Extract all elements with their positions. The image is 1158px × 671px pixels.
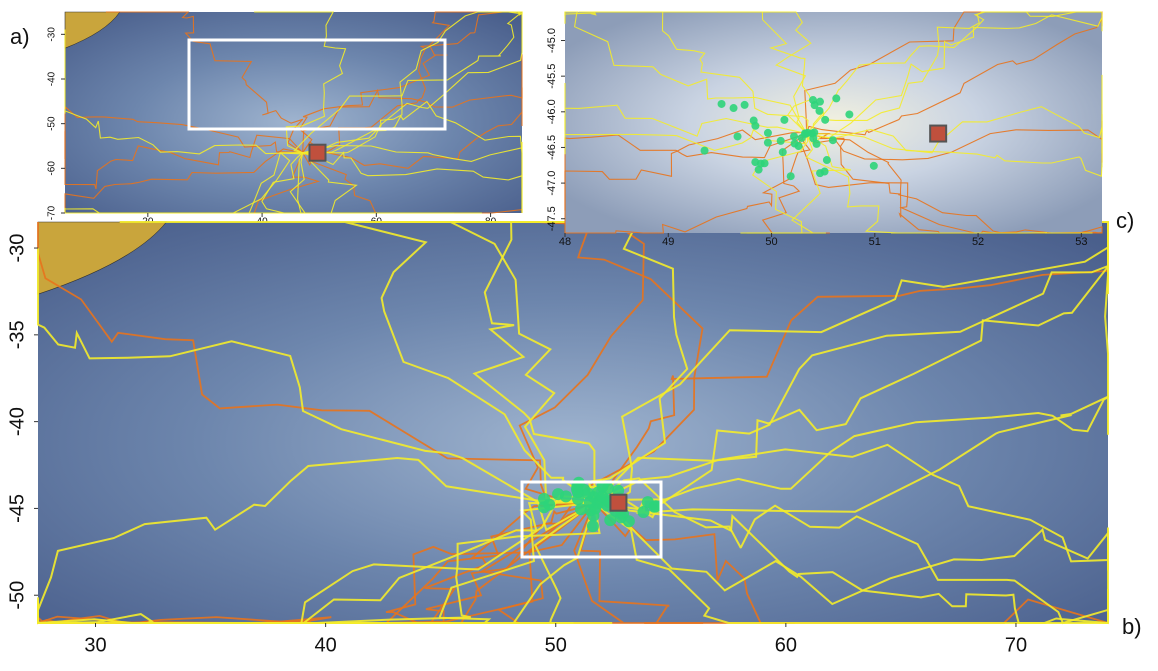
colony-marker [930, 126, 946, 142]
location-fix [790, 133, 798, 141]
location-fix [584, 496, 596, 508]
location-fix [787, 172, 795, 180]
y-tick-label: -50 [47, 116, 58, 131]
y-tick-label: -47.0 [546, 171, 558, 196]
map-background [565, 12, 1102, 233]
location-fix [764, 139, 772, 147]
x-tick-label: 70 [1005, 634, 1027, 656]
x-tick-label: 50 [545, 634, 567, 656]
y-tick-label: -45.5 [546, 64, 558, 89]
location-fix [780, 116, 788, 124]
colony-marker [610, 495, 626, 511]
location-fix [870, 162, 878, 170]
location-fix [552, 488, 564, 500]
location-fix [604, 514, 616, 526]
y-tick-label: -45.0 [546, 28, 558, 53]
x-tick-label: 30 [84, 634, 106, 656]
location-fix [777, 137, 785, 145]
location-fix [829, 136, 837, 144]
location-fix [823, 156, 831, 164]
location-fix [596, 491, 608, 503]
y-tick-label: -35 [6, 320, 28, 349]
location-fix [764, 129, 772, 137]
x-tick-label: 40 [315, 634, 337, 656]
location-fix [572, 493, 584, 505]
location-fix [832, 94, 840, 102]
y-tick-label: -30 [6, 234, 28, 263]
location-fix [821, 168, 829, 176]
location-fix [821, 116, 829, 124]
x-tick-label: 53 [1075, 236, 1087, 248]
y-tick-label: -47.5 [546, 206, 558, 231]
location-fix [755, 166, 763, 174]
colony-marker [309, 145, 325, 161]
location-fix [718, 100, 726, 108]
panel-label: b) [1122, 614, 1142, 639]
panel-label: c) [1116, 208, 1134, 233]
x-tick-label: 51 [869, 236, 881, 248]
y-tick-label: -40 [6, 407, 28, 436]
y-tick-label: -50 [6, 581, 28, 610]
y-tick-label: -46.0 [546, 99, 558, 124]
panel-label: a) [10, 24, 30, 49]
location-fix [623, 515, 635, 527]
y-tick-label: -40 [47, 71, 58, 86]
location-fix [751, 122, 759, 130]
y-tick-label: -70 [47, 205, 58, 220]
location-fix [791, 140, 799, 148]
location-fix [741, 101, 749, 109]
map-background [38, 222, 1108, 623]
figure: 20406080-30-40-50-60-70a)3040506070-30-3… [0, 0, 1158, 671]
x-tick-label: 49 [662, 236, 674, 248]
location-fix [779, 148, 787, 156]
x-tick-label: 52 [972, 236, 984, 248]
y-tick-label: -45 [6, 494, 28, 523]
x-tick-label: 50 [765, 236, 777, 248]
location-fix [642, 496, 654, 508]
location-fix [734, 132, 742, 140]
location-fix [538, 501, 550, 513]
x-tick-label: 48 [559, 236, 571, 248]
location-fix [811, 101, 819, 109]
location-fix [701, 147, 709, 155]
location-fix [730, 104, 738, 112]
location-fix [587, 520, 599, 532]
y-tick-label: -30 [47, 27, 58, 42]
x-tick-label: 60 [775, 634, 797, 656]
y-tick-label: -60 [47, 161, 58, 176]
location-fix [845, 110, 853, 118]
location-fix [808, 129, 816, 137]
y-tick-label: -46.5 [546, 135, 558, 160]
